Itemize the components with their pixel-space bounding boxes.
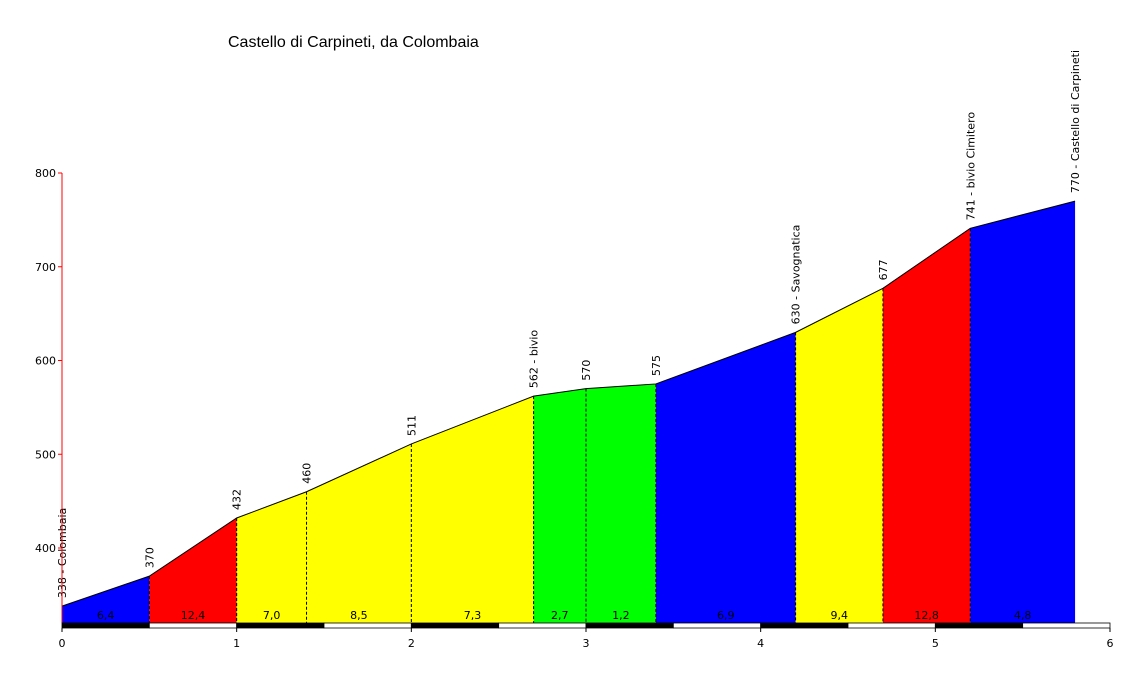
x-scale-bar <box>934 622 1024 629</box>
gradient-label: 2,7 <box>551 609 569 622</box>
x-tick-label: 5 <box>932 637 939 650</box>
profile-outline <box>61 200 1076 607</box>
chart-title: Castello di Carpineti, da Colombaia <box>228 34 479 51</box>
point-label: 677 <box>877 259 890 280</box>
x-scale-bar <box>498 622 587 629</box>
gradient-label: 9,4 <box>831 609 849 622</box>
point-label: 630 - Savognatica <box>790 225 803 325</box>
gradient-label: 8,5 <box>350 609 368 622</box>
segment-area <box>882 228 971 623</box>
gradient-label: 7,3 <box>464 609 482 622</box>
segment-area <box>795 288 883 623</box>
x-tick-label: 2 <box>408 637 415 650</box>
x-scale-bar <box>236 622 325 629</box>
x-scale-bar <box>148 622 238 629</box>
segment-area <box>149 518 237 623</box>
point-labels: 338 - Colombaia370432460511562 - bivio57… <box>56 50 1082 598</box>
x-scale-bar <box>61 622 150 629</box>
segment-area <box>62 576 150 623</box>
x-scale-bar <box>1022 622 1111 629</box>
segment-dividers <box>148 228 971 623</box>
x-scale-bar <box>672 622 762 629</box>
point-label: 511 <box>405 415 418 436</box>
gradient-label: 12,8 <box>914 609 939 622</box>
gradient-label: 12,4 <box>181 609 206 622</box>
gradient-label: 7,0 <box>263 609 281 622</box>
point-label: 575 <box>650 355 663 376</box>
gradient-label: 4,8 <box>1014 609 1032 622</box>
segment-area <box>306 443 412 623</box>
gradient-label: 6,4 <box>97 609 115 622</box>
x-scale-bar <box>585 622 674 629</box>
segment-area <box>655 332 796 623</box>
point-label: 741 - bivio Cimitero <box>964 112 977 221</box>
x-scale-bar <box>410 622 500 629</box>
point-label: 370 <box>143 547 156 568</box>
y-tick-label: 600 <box>35 355 56 368</box>
segment-area <box>970 201 1076 623</box>
y-axis: 400 500 600 700 800 <box>35 167 63 623</box>
profile-line <box>61 200 1076 607</box>
gradient-labels: 6,4 12,4 7,0 8,5 7,3 2,7 1,2 6,9 9,4 12,8 4,8 <box>97 609 1031 622</box>
y-tick-label: 500 <box>35 448 56 461</box>
x-scale-bar <box>323 622 412 629</box>
y-tick-label: 700 <box>35 261 56 274</box>
segment-area <box>533 388 586 623</box>
point-label: 562 - bivio <box>528 330 541 389</box>
point-label: 770 - Castello di Carpineti <box>1069 50 1082 193</box>
x-scale-bar <box>847 622 936 629</box>
segment-areas <box>62 201 1076 623</box>
segment-area <box>411 396 534 623</box>
x-tick-label: 4 <box>757 637 764 650</box>
segment-area <box>236 491 307 623</box>
y-tick-label: 800 <box>35 167 56 180</box>
point-label: 570 <box>580 360 593 381</box>
x-axis: 0 1 2 3 4 5 6 <box>59 622 1114 650</box>
point-label: 432 <box>231 489 244 510</box>
x-tick-label: 6 <box>1107 637 1114 650</box>
x-tick-label: 1 <box>233 637 240 650</box>
segment-area <box>586 383 656 623</box>
y-tick-label: 400 <box>35 542 56 555</box>
x-scale-bar <box>760 622 849 629</box>
x-tick-label: 0 <box>59 637 66 650</box>
gradient-label: 6,9 <box>717 609 735 622</box>
x-tick-label: 3 <box>583 637 590 650</box>
point-label: 460 <box>301 463 314 484</box>
gradient-label: 1,2 <box>612 609 630 622</box>
